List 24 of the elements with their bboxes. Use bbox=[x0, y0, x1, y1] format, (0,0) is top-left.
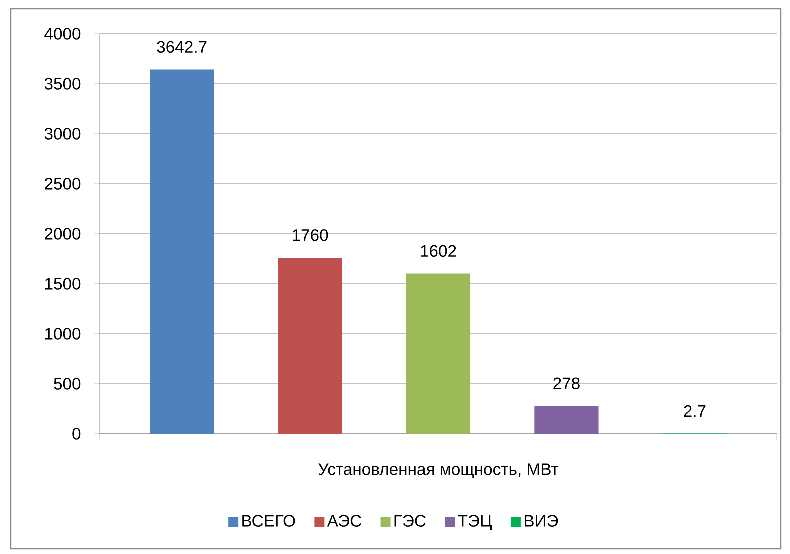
legend-label: ТЭЦ bbox=[458, 515, 492, 530]
y-tick-label: 4000 bbox=[44, 28, 81, 40]
y-tick-label: 2500 bbox=[45, 178, 81, 190]
y-tick-label: 1000 bbox=[45, 328, 81, 340]
bar bbox=[150, 70, 214, 434]
data-label: 1602 bbox=[421, 245, 456, 258]
y-tick-label: 2000 bbox=[45, 228, 81, 240]
legend-label: ВИЭ bbox=[524, 515, 558, 527]
bar bbox=[278, 258, 342, 434]
legend-label: ГЭС bbox=[394, 515, 426, 527]
bar bbox=[534, 406, 599, 434]
data-label: 278 bbox=[554, 378, 580, 390]
data-label: 1760 bbox=[293, 229, 328, 242]
legend-label: ВСЕГО bbox=[242, 515, 296, 527]
y-tick-label: 3500 bbox=[44, 78, 81, 90]
legend-label: АЭС bbox=[327, 515, 362, 527]
y-tick-label: 0 bbox=[72, 428, 81, 440]
bar bbox=[406, 274, 471, 434]
data-label: 3642.7 bbox=[157, 41, 207, 54]
y-tick-label: 500 bbox=[54, 378, 81, 390]
data-label: 2.7 bbox=[684, 405, 706, 418]
y-tick-label: 1500 bbox=[45, 278, 81, 290]
x-tick-label: Установленная мощность, МВт bbox=[318, 464, 559, 478]
y-tick-label: 3000 bbox=[44, 128, 81, 140]
